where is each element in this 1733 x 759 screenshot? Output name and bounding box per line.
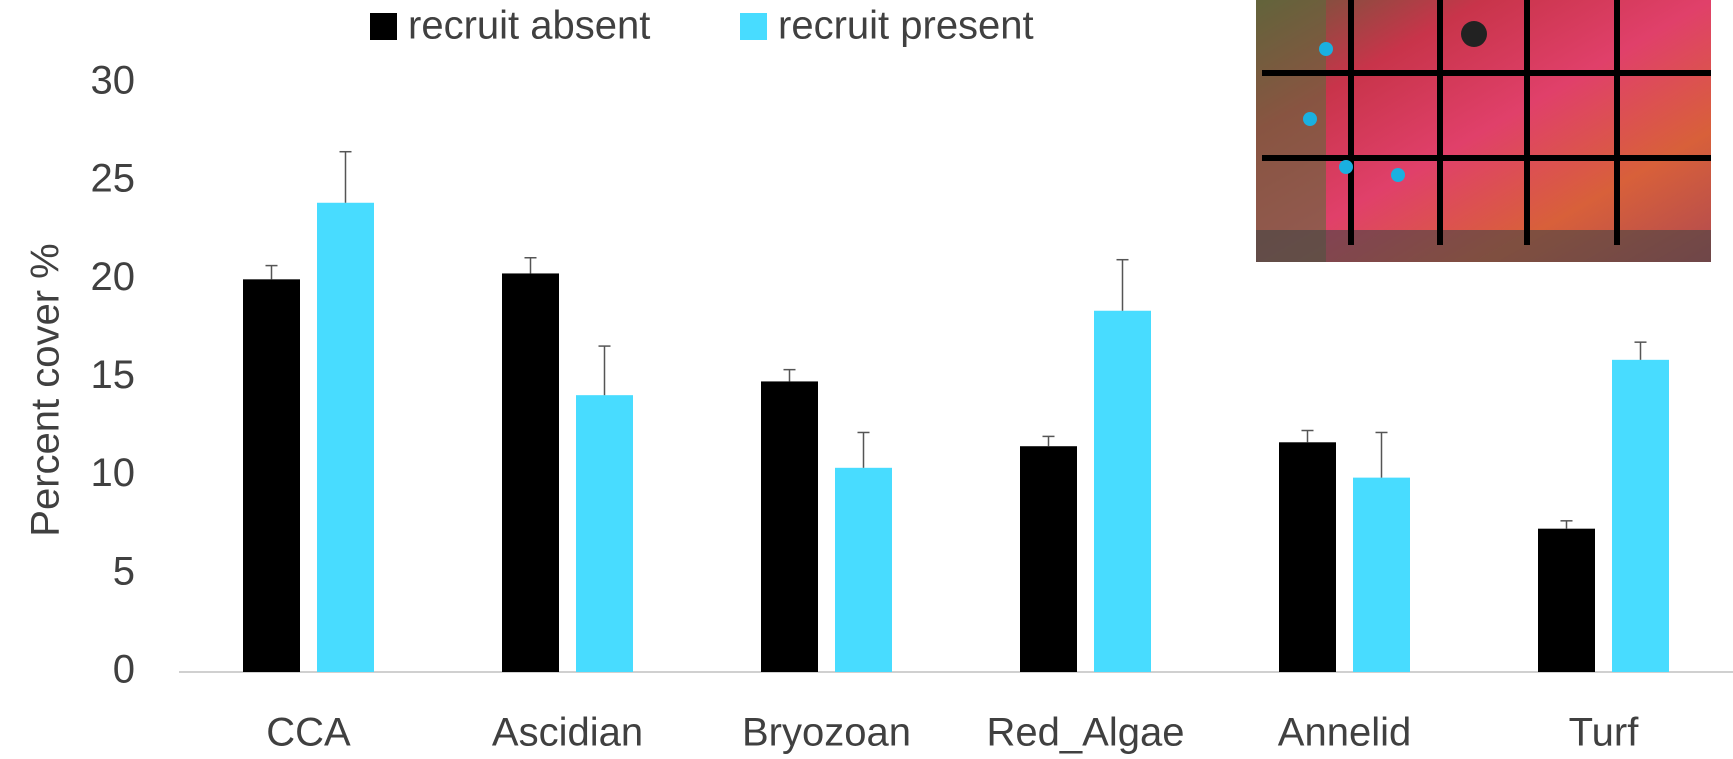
error-bar [1042,435,1055,447]
inset-photo [1256,0,1711,262]
bar [502,273,559,672]
y-tick-label: 25 [91,157,136,201]
y-tick-label: 10 [91,451,136,495]
error-bar [265,264,278,280]
y-tick-label: 15 [91,353,136,397]
error-bar [524,256,537,274]
error-bar [1560,520,1573,529]
x-tick-label: Bryozoan [742,711,911,755]
error-bar [1116,258,1129,311]
legend-label: recruit absent [408,4,650,48]
error-bar [1375,431,1388,478]
error-bar [339,150,352,203]
legend-swatch [370,13,397,40]
y-axis-label: Percent cover % [24,243,68,536]
bar [1020,446,1077,672]
x-tick-label: Turf [1569,711,1640,755]
bar [761,381,818,672]
error-bar [857,431,870,468]
bar [243,279,300,672]
x-tick-label: Ascidian [492,711,643,755]
bar [1279,442,1336,672]
bar [835,467,892,672]
x-tick-label: CCA [266,711,351,755]
bar [1612,359,1669,672]
bar [576,395,633,672]
error-bar [598,345,611,396]
bar [1538,528,1595,672]
bar [1353,477,1410,672]
y-tick-label: 30 [91,59,136,103]
bar [317,202,374,672]
x-tick-label: Red_Algae [987,711,1185,755]
error-bar [1634,341,1647,360]
bar [1094,310,1151,672]
y-tick-label: 20 [91,255,136,299]
legend-swatch [740,13,767,40]
error-bar [1301,429,1314,443]
error-bar [783,368,796,382]
legend-label: recruit present [778,4,1034,48]
y-tick-label: 0 [113,648,135,692]
x-tick-label: Annelid [1278,711,1411,755]
y-tick-label: 5 [113,549,135,593]
